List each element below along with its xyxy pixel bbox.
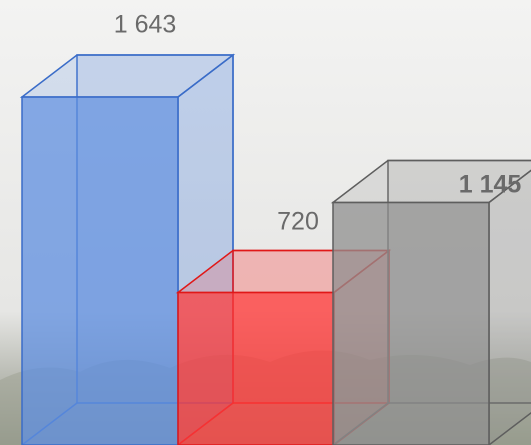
bar-side [489,160,531,445]
chart: 1 643 720 1 145 [0,0,531,445]
bar [178,292,334,445]
bar [333,202,489,445]
bar [22,97,178,445]
value-label: 1 643 [114,11,177,39]
value-label: 1 145 [459,171,522,199]
value-label: 720 [277,208,319,236]
page: 1 6437201 145 (() => { const data = JSON… [0,0,531,445]
